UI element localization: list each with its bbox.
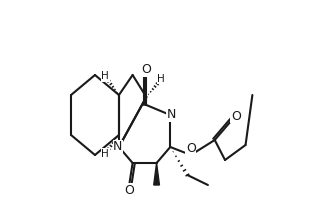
Text: O: O bbox=[186, 142, 196, 155]
Text: N: N bbox=[167, 108, 176, 122]
Text: O: O bbox=[231, 110, 241, 123]
Text: H: H bbox=[157, 74, 165, 84]
Text: H: H bbox=[101, 149, 109, 159]
Polygon shape bbox=[154, 163, 159, 185]
Text: N: N bbox=[113, 141, 123, 154]
Text: O: O bbox=[124, 184, 134, 197]
Text: O: O bbox=[141, 63, 151, 76]
Text: H: H bbox=[101, 71, 109, 81]
